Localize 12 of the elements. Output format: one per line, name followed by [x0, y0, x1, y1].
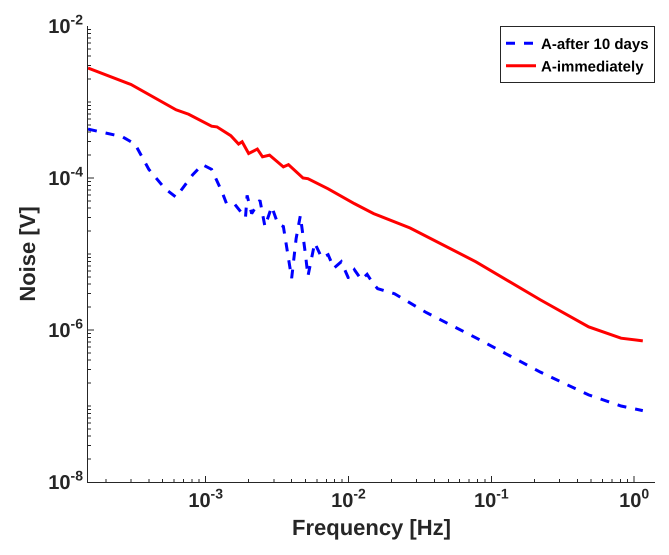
x-axis-title: Frequency [Hz]: [292, 514, 451, 540]
x-tick-label: 10$^{-1}$: [474, 486, 509, 512]
y-tick-label: 10$^{-4}$: [48, 164, 84, 190]
y-axis-title: Noise [V]: [15, 206, 40, 302]
x-tick-label: 10$^{0}$: [619, 486, 650, 512]
legend-label: A-after 10 days: [541, 36, 649, 54]
y-tick-label: 10$^{-8}$: [48, 468, 84, 494]
legend-label: A-immediately: [541, 58, 644, 76]
x-tick-label: 10$^{-3}$: [188, 486, 224, 512]
y-tick-label: 10$^{-6}$: [48, 316, 84, 342]
x-tick-label: 10$^{-2}$: [331, 486, 366, 512]
y-tick-label: 10$^{-2}$: [48, 12, 84, 38]
